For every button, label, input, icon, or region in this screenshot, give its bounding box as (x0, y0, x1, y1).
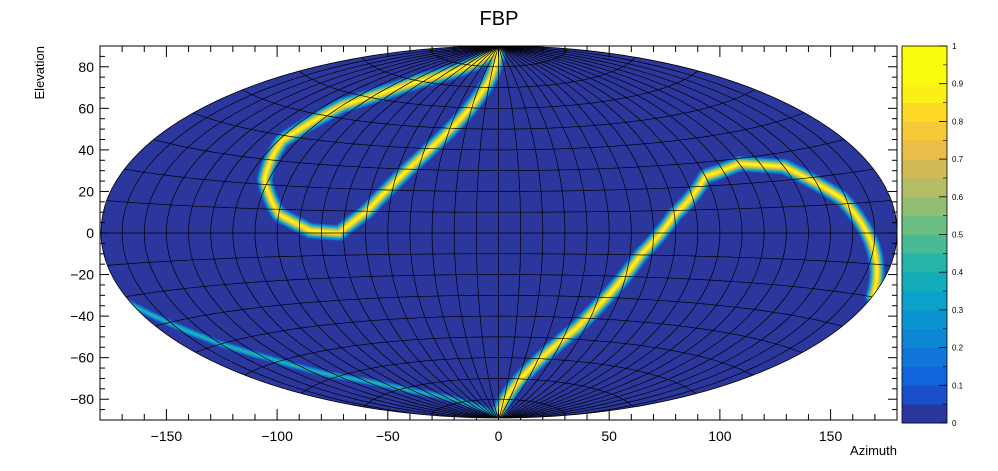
colorbar-tick-label: 0.2 (952, 344, 964, 353)
colorbar-tick-label: 0.5 (952, 231, 964, 240)
grid-meridian (498, 46, 809, 418)
x-tick-label: 100 (708, 428, 732, 444)
grid-meridian (121, 46, 499, 418)
colorbar-level (902, 121, 947, 141)
grid-meridian (453, 46, 499, 418)
colorbar-level (902, 177, 947, 198)
x-tick-label: 0 (495, 428, 503, 444)
colorbar-level (902, 159, 947, 179)
grid-meridian (166, 46, 499, 418)
grid-meridian (365, 46, 499, 418)
grid-meridian (498, 46, 610, 418)
grid-meridian (232, 46, 499, 418)
y-axis-title: Elevation (32, 46, 47, 99)
grid-meridian (431, 46, 499, 418)
grid-meridian (498, 46, 876, 418)
colorbar-level (902, 234, 947, 254)
y-tick-label: −20 (70, 267, 94, 283)
x-tick-label: −50 (376, 428, 400, 444)
grid-meridian (254, 46, 499, 418)
grid-meridian (343, 46, 499, 418)
colorbar: 0 0.1 0.2 0.3 0.4 0.5 0.6 0.7 0.8 0.9 1 (901, 42, 964, 428)
colorbar-level (902, 366, 947, 386)
y-tick-label: 0 (86, 225, 94, 241)
grid-meridian (498, 46, 566, 418)
colorbar-level (902, 46, 947, 66)
colorbar-level (902, 140, 947, 160)
colorbar-level (902, 347, 947, 367)
y-tick-label: −40 (70, 308, 94, 324)
grid-meridian (498, 46, 765, 418)
colorbar-tick-label: 0.6 (952, 193, 964, 202)
colorbar-level (902, 291, 947, 311)
colorbar-tick-label: 0.8 (952, 117, 964, 126)
y-tick-label: −60 (70, 350, 94, 366)
colorbar-level (902, 253, 947, 273)
colorbar-level (902, 83, 947, 103)
colorbar-level (902, 404, 947, 424)
y-tick-label: 40 (78, 142, 94, 158)
y-axis: −80 −60 −40 −20 0 20 40 60 80 (70, 45, 897, 421)
x-axis: −150 −100 −50 0 50 100 150 (99, 46, 898, 444)
grid-meridian (498, 46, 588, 418)
grid-meridian (321, 46, 499, 418)
colorbar-tick-label: 0.9 (952, 80, 964, 89)
colorbar-tick-label: 0.7 (952, 155, 964, 164)
y-tick-label: 80 (78, 59, 94, 75)
grid-meridian (409, 46, 499, 418)
y-tick-label: 20 (78, 183, 94, 199)
grid-meridian (143, 46, 499, 418)
colorbar-level (902, 385, 947, 405)
colorbar-level (902, 328, 947, 348)
grid-meridian (498, 46, 743, 418)
x-tick-label: 150 (819, 428, 843, 444)
grid-meridian (498, 46, 699, 418)
grid-meridian (498, 46, 854, 418)
grid-meridian (498, 46, 831, 418)
grid-meridian (498, 46, 787, 418)
grid-meridian (498, 46, 521, 418)
x-tick-label: −150 (151, 428, 183, 444)
colorbar-tick-label: 0.3 (952, 306, 964, 315)
colorbar-level (902, 272, 947, 292)
colorbar-tick-label: 0.1 (952, 381, 964, 390)
grid-meridian (498, 46, 632, 418)
grid-meridian (387, 46, 499, 418)
y-tick-label: −80 (70, 391, 94, 407)
chart-title: FBP (480, 8, 519, 30)
x-tick-label: 50 (601, 428, 617, 444)
grid-meridian (498, 46, 654, 418)
grid-meridian (498, 46, 676, 418)
colorbar-level (902, 196, 947, 217)
grid-meridian (476, 46, 499, 418)
grid-meridian (298, 46, 499, 418)
colorbar-level (902, 309, 947, 330)
x-tick-label: −100 (261, 428, 293, 444)
colorbar-tick-label: 0.4 (952, 268, 964, 277)
y-tick-label: 60 (78, 100, 94, 116)
graticule (101, 46, 897, 418)
colorbar-level (902, 215, 947, 235)
grid-meridian (276, 46, 499, 418)
colorbar-level (902, 64, 947, 85)
grid-meridian (210, 46, 499, 418)
grid-meridian (188, 46, 499, 418)
grid-meridian (498, 46, 721, 418)
colorbar-tick-label: 0 (952, 419, 957, 428)
grid-meridian (498, 46, 544, 418)
colorbar-tick-label: 1 (952, 42, 957, 51)
x-axis-title: Azimuth (850, 443, 897, 458)
colorbar-level (902, 102, 947, 122)
